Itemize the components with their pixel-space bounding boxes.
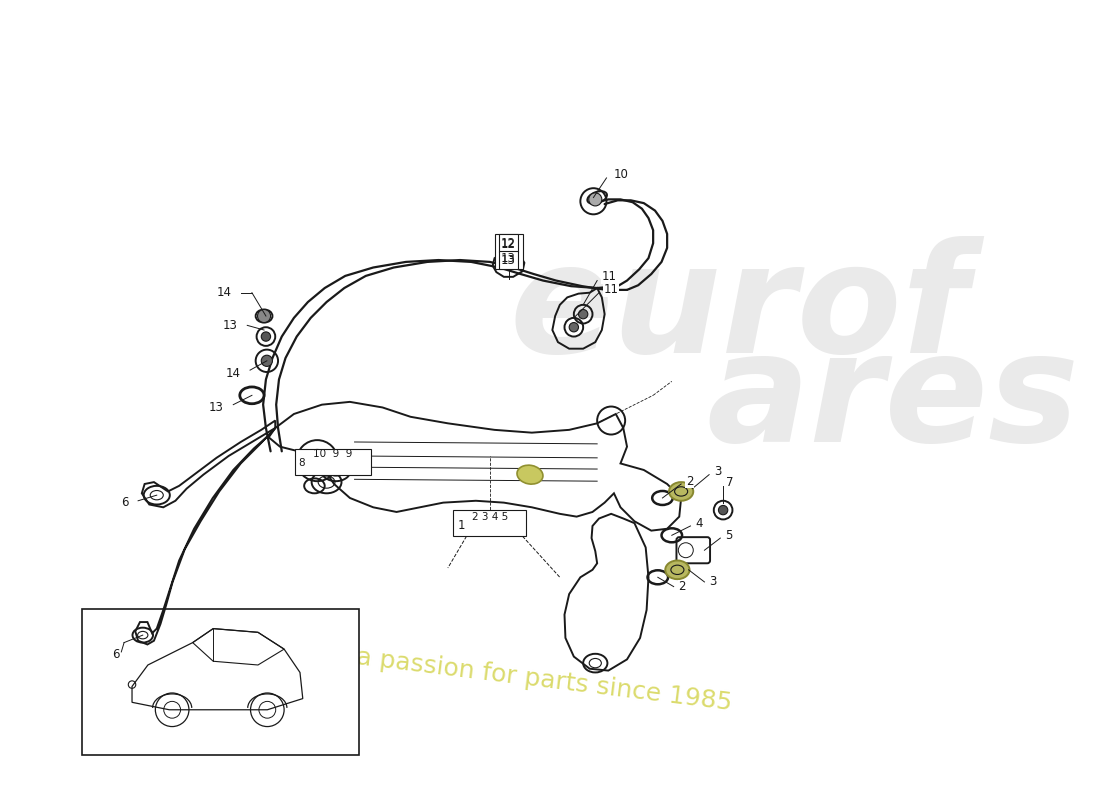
Text: 7: 7 [726, 476, 734, 489]
Ellipse shape [669, 482, 693, 501]
Text: 12: 12 [500, 238, 516, 250]
Text: 13: 13 [223, 319, 238, 332]
Text: 14: 14 [217, 286, 231, 299]
Text: 2: 2 [685, 474, 693, 488]
Ellipse shape [517, 465, 543, 484]
Bar [495, 234, 522, 270]
Text: 2 3 4 5: 2 3 4 5 [472, 512, 508, 522]
Text: a passion for parts since 1985: a passion for parts since 1985 [355, 645, 733, 715]
Text: 13: 13 [209, 401, 224, 414]
Text: 13: 13 [502, 254, 516, 266]
Circle shape [262, 332, 271, 342]
Text: eurof: eurof [509, 236, 969, 385]
Text: 3: 3 [714, 466, 722, 478]
Text: 12: 12 [500, 237, 516, 250]
Text: 2: 2 [679, 580, 685, 593]
Text: 10: 10 [614, 168, 629, 181]
Text: 6: 6 [112, 648, 120, 662]
Text: 11: 11 [604, 283, 618, 296]
Text: 13: 13 [502, 252, 516, 265]
Text: 4: 4 [695, 517, 703, 530]
Circle shape [257, 310, 271, 322]
Text: 5: 5 [725, 529, 733, 542]
Circle shape [262, 355, 273, 366]
Circle shape [718, 506, 728, 514]
Text: 8: 8 [298, 458, 305, 469]
Text: 1: 1 [458, 519, 464, 533]
Circle shape [569, 322, 579, 332]
Ellipse shape [666, 561, 690, 579]
Text: 14: 14 [226, 367, 241, 380]
Circle shape [579, 310, 587, 319]
Text: ares: ares [706, 326, 1079, 474]
Bar [82, 609, 360, 754]
Text: 6: 6 [121, 496, 129, 509]
Bar [295, 449, 372, 474]
Bar [453, 510, 526, 536]
Circle shape [588, 193, 602, 206]
Text: 3: 3 [710, 575, 716, 589]
Text: 11: 11 [602, 270, 617, 283]
Text: 10  9  9: 10 9 9 [314, 449, 353, 459]
